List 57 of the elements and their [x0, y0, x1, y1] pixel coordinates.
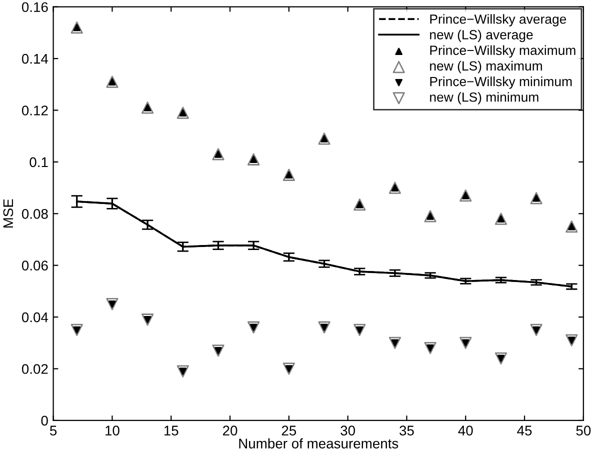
point: [141, 102, 154, 114]
point: [566, 334, 578, 346]
point: [176, 106, 189, 119]
y-tick-label: 0.08: [22, 208, 48, 219]
point: [460, 336, 472, 349]
legend-label: new (LS) minimum: [430, 92, 538, 104]
y-tick-label: 0: [41, 416, 48, 426]
point: [530, 324, 542, 336]
point: [212, 344, 224, 357]
legend-label: new (LS) average: [430, 30, 533, 42]
x-tick-label: 45: [517, 426, 532, 436]
point: [424, 210, 436, 222]
point: [530, 192, 542, 204]
point: [494, 352, 508, 364]
point: [318, 132, 330, 145]
point: [424, 342, 436, 354]
legend-label: Prince−Willsky average: [430, 14, 566, 26]
x-tick-label: 50: [576, 426, 591, 436]
point: [106, 298, 118, 310]
point: [566, 220, 578, 233]
point: [354, 324, 366, 336]
point: [70, 324, 83, 336]
point: [460, 189, 472, 202]
y-tick-label: 0.1: [30, 157, 48, 168]
point: [318, 321, 330, 334]
x-tick-label: 30: [340, 426, 355, 436]
y-tick-label: 0.02: [22, 364, 48, 374]
y-axis-title: MSE: [3, 199, 14, 228]
y-tick-label: 0.16: [22, 2, 48, 12]
point: [141, 314, 154, 326]
x-tick-label: 35: [400, 426, 414, 436]
point: [388, 182, 402, 194]
point: [494, 212, 508, 225]
y-tick-label: 0.04: [22, 312, 48, 322]
point: [70, 21, 83, 34]
point: [282, 168, 295, 181]
legend-label: new (LS) maximum: [430, 60, 542, 74]
x-tick-label: 15: [164, 426, 178, 436]
x-axis-title: Number of measurements: [239, 438, 398, 448]
x-tick-label: 40: [458, 426, 473, 436]
x-tick-label: 5: [50, 426, 57, 436]
y-tick-label: 0.12: [22, 106, 48, 116]
point: [248, 153, 260, 166]
y-tick-label: 0.14: [22, 54, 48, 64]
point: [354, 198, 366, 211]
point: [106, 76, 118, 88]
point: [176, 365, 189, 378]
x-tick-label: 10: [106, 426, 120, 436]
point: [248, 321, 260, 334]
x-tick-label: 20: [222, 426, 238, 436]
x-tick-label: 25: [282, 426, 296, 436]
point: [212, 148, 224, 160]
legend-label: Prince−Willsky maximum: [430, 45, 576, 58]
point: [282, 362, 295, 375]
y-tick-label: 0.06: [22, 260, 48, 271]
point: [388, 336, 402, 349]
legend-label: Prince−Willsky minimum: [430, 76, 572, 89]
